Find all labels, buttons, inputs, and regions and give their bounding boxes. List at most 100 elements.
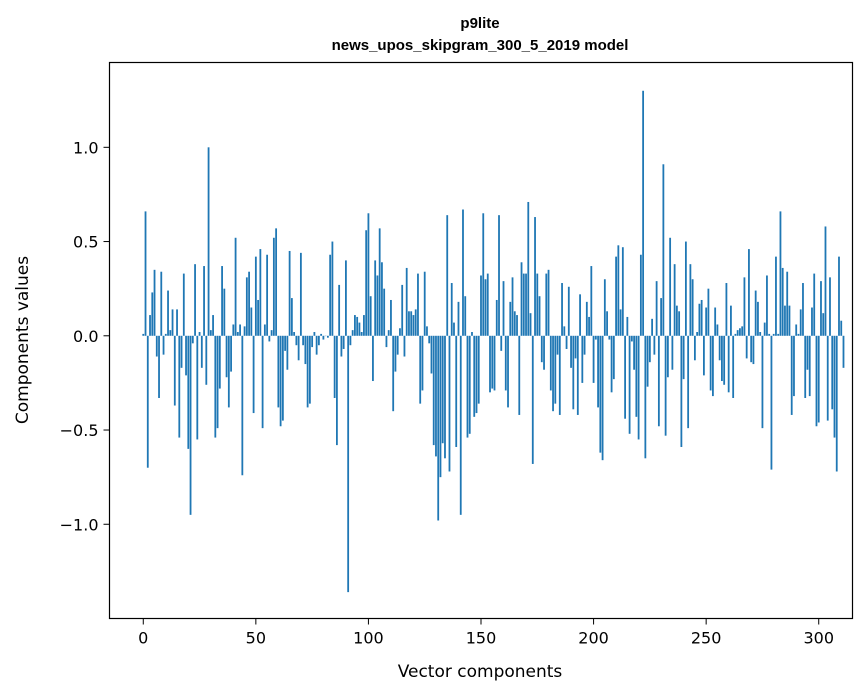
bar xyxy=(394,335,397,372)
bar xyxy=(495,299,498,336)
bar xyxy=(547,269,550,336)
bar xyxy=(799,309,802,336)
bar xyxy=(158,335,160,398)
bar xyxy=(716,324,719,336)
y-axis: −1.0 −0.5 0.0 0.5 1.0 xyxy=(60,138,110,534)
bar xyxy=(829,277,831,336)
bar xyxy=(795,324,798,336)
bar xyxy=(693,335,696,361)
bar xyxy=(820,281,822,336)
bar xyxy=(374,260,377,336)
bar xyxy=(408,311,410,336)
bar xyxy=(239,324,241,336)
bar xyxy=(669,237,672,336)
y-tick-label: −1.0 xyxy=(60,515,99,534)
bar xyxy=(385,335,388,348)
bar xyxy=(308,335,311,404)
bar xyxy=(439,335,442,478)
bar xyxy=(410,311,413,336)
bar xyxy=(637,335,640,440)
x-tick-label: 100 xyxy=(353,629,384,648)
bar xyxy=(806,335,809,370)
bar xyxy=(617,245,620,336)
bar xyxy=(333,335,336,398)
bar xyxy=(236,332,239,336)
bar xyxy=(378,228,381,336)
bar xyxy=(826,335,829,421)
bar xyxy=(813,273,816,336)
x-axis: 0 50 100 150 200 250 300 xyxy=(138,618,834,648)
bar xyxy=(572,335,575,410)
bars xyxy=(142,90,845,593)
x-tick-label: 50 xyxy=(246,629,266,648)
bar xyxy=(248,271,250,336)
bar xyxy=(480,275,482,336)
bar xyxy=(516,315,518,336)
bar xyxy=(446,215,449,336)
bar xyxy=(531,335,534,464)
bar xyxy=(793,335,795,397)
bar xyxy=(414,309,417,336)
bar xyxy=(513,311,516,336)
bar xyxy=(182,273,185,336)
bar xyxy=(822,313,825,336)
bar xyxy=(750,335,753,363)
bar xyxy=(241,335,244,476)
bar xyxy=(588,316,590,336)
bar xyxy=(752,335,755,365)
bar xyxy=(444,335,446,459)
bar xyxy=(218,335,221,389)
bar xyxy=(403,335,406,357)
bar xyxy=(412,315,415,336)
bar xyxy=(342,335,345,349)
bar xyxy=(207,147,210,336)
bar xyxy=(615,256,617,336)
bar xyxy=(687,335,690,429)
bar xyxy=(802,283,804,336)
bar xyxy=(594,335,597,340)
bar xyxy=(360,332,363,336)
bar xyxy=(590,266,593,336)
bar xyxy=(477,335,480,404)
bar xyxy=(817,335,820,423)
bar xyxy=(284,335,287,351)
bar xyxy=(338,284,341,336)
bar xyxy=(608,335,611,340)
bar xyxy=(727,335,730,393)
bar xyxy=(387,330,390,336)
bar xyxy=(748,249,750,336)
y-tick-label: 1.0 xyxy=(73,138,98,157)
bar xyxy=(781,267,784,336)
bar xyxy=(831,335,834,410)
bar xyxy=(766,275,768,336)
bar xyxy=(525,273,527,336)
bar xyxy=(732,335,735,398)
bar xyxy=(214,335,217,438)
bar xyxy=(252,335,255,414)
bar xyxy=(221,266,223,336)
bar xyxy=(290,298,293,336)
bar xyxy=(581,335,584,383)
bar xyxy=(779,211,782,336)
bar xyxy=(786,271,789,336)
bar xyxy=(563,326,566,336)
bar xyxy=(367,213,370,336)
bar xyxy=(504,335,507,391)
bar xyxy=(549,335,552,391)
bar xyxy=(151,292,154,336)
bar xyxy=(739,328,741,336)
bar xyxy=(664,335,667,436)
bar xyxy=(432,335,435,446)
bar xyxy=(223,288,226,336)
bar xyxy=(790,335,793,415)
bar xyxy=(302,335,305,346)
bar xyxy=(721,335,723,382)
bar xyxy=(295,335,298,346)
bar xyxy=(567,286,570,336)
bar xyxy=(275,228,278,336)
bar xyxy=(457,301,460,336)
bar xyxy=(437,335,440,521)
bar xyxy=(619,309,622,336)
bar xyxy=(173,335,176,406)
bar xyxy=(327,335,329,338)
